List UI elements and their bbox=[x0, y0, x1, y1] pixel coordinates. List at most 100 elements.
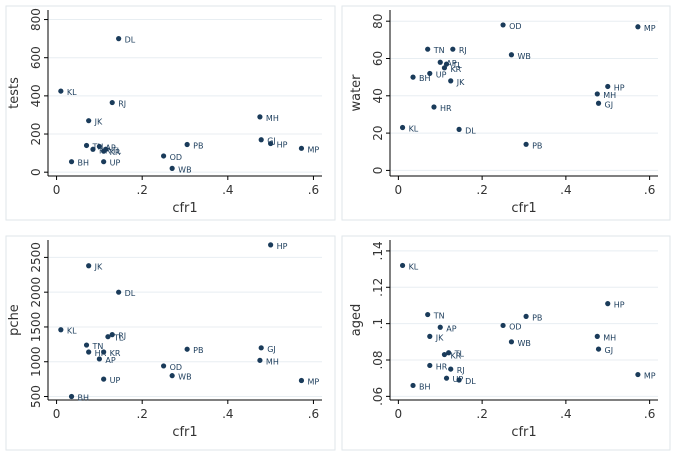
point-label-od: OD bbox=[170, 153, 182, 162]
data-point-up bbox=[101, 159, 107, 165]
data-point-up bbox=[427, 70, 433, 77]
plot-area bbox=[390, 10, 658, 176]
point-label-rj: RJ bbox=[459, 46, 467, 55]
y-tick-label: 1000 bbox=[29, 346, 43, 377]
point-label-tl: TL bbox=[454, 350, 465, 359]
data-point-bh bbox=[68, 393, 75, 400]
data-point-tn bbox=[83, 142, 90, 149]
x-axis-title: cfr1 bbox=[511, 425, 536, 440]
point-label-hr: HR bbox=[436, 362, 448, 371]
point-label-ap: AP bbox=[446, 59, 456, 68]
point-label-hp: HP bbox=[614, 83, 625, 92]
scatter-panel-tests: 02004006008000.2.4.6cfr1testsDLKLRJJKMHG… bbox=[5, 5, 336, 221]
data-point-bh bbox=[410, 382, 416, 389]
y-tick-label: 500 bbox=[29, 385, 43, 408]
x-tick-label: .4 bbox=[222, 407, 233, 421]
point-label-tn: TN bbox=[433, 312, 445, 321]
point-label-jk: JK bbox=[94, 118, 103, 127]
point-label-kr: KR bbox=[450, 352, 461, 361]
y-axis-title: tests bbox=[7, 77, 22, 109]
point-label-kl: KL bbox=[67, 88, 77, 97]
data-point-ap bbox=[437, 59, 443, 65]
x-tick-label: 0 bbox=[53, 407, 61, 421]
data-point-rj bbox=[450, 46, 456, 52]
data-point-pb bbox=[523, 313, 529, 319]
point-label-dl: DL bbox=[125, 36, 136, 45]
y-tick-label: 40 bbox=[371, 88, 385, 103]
point-label-bh: BH bbox=[419, 74, 431, 83]
data-point-od bbox=[160, 363, 167, 369]
x-tick-label: .6 bbox=[308, 407, 319, 421]
point-label-pb: PB bbox=[532, 141, 542, 150]
point-label-up: UP bbox=[110, 376, 121, 385]
point-label-pb: PB bbox=[193, 346, 203, 355]
data-point-hp bbox=[605, 83, 611, 90]
point-label-hr: HR bbox=[440, 104, 452, 113]
data-point-kl bbox=[399, 124, 406, 131]
data-point-dl bbox=[456, 126, 462, 132]
y-tick-label: 20 bbox=[371, 125, 385, 140]
point-label-dl: DL bbox=[125, 289, 136, 298]
data-point-wb bbox=[508, 52, 515, 58]
data-point-mp bbox=[635, 371, 641, 378]
data-point-mh bbox=[594, 91, 600, 97]
data-point-tn bbox=[425, 46, 431, 52]
point-label-gj: GJ bbox=[605, 346, 614, 355]
data-point-wb bbox=[508, 339, 515, 345]
point-label-ap: AP bbox=[446, 324, 456, 333]
data-point-mp bbox=[635, 24, 641, 30]
point-label-ap: AP bbox=[105, 356, 115, 365]
x-tick-label: 0 bbox=[395, 407, 403, 421]
point-label-rj: RJ bbox=[118, 100, 126, 109]
data-point-dl bbox=[116, 289, 122, 295]
point-label-tl: TL bbox=[113, 334, 124, 343]
point-label-up: UP bbox=[110, 159, 121, 168]
data-point-od bbox=[500, 22, 506, 28]
point-label-tl: TL bbox=[452, 61, 463, 70]
data-point-kl bbox=[399, 262, 406, 269]
y-tick-label: 1500 bbox=[29, 312, 43, 343]
x-axis-title: cfr1 bbox=[172, 201, 197, 216]
data-point-hr bbox=[427, 362, 433, 369]
y-tick-label: 2000 bbox=[29, 277, 43, 308]
data-point-jk bbox=[427, 333, 433, 339]
data-point-wb bbox=[169, 373, 175, 379]
point-label-up: UP bbox=[436, 70, 447, 79]
point-label-wb: WB bbox=[517, 339, 530, 348]
y-tick-label: 2500 bbox=[29, 242, 43, 273]
data-point-bh bbox=[68, 159, 75, 165]
point-label-bh: BH bbox=[419, 382, 431, 391]
x-tick-label: .4 bbox=[560, 407, 571, 421]
x-tick-label: .6 bbox=[308, 183, 319, 197]
data-point-mp bbox=[298, 377, 305, 384]
point-label-gj: GJ bbox=[267, 345, 276, 354]
point-label-kl: KL bbox=[409, 262, 419, 271]
point-label-mp: MP bbox=[307, 145, 319, 154]
data-point-rj bbox=[448, 366, 454, 372]
data-point-kr bbox=[441, 351, 448, 358]
plot-area bbox=[48, 10, 322, 176]
point-label-mp: MP bbox=[644, 24, 656, 33]
point-label-wb: WB bbox=[517, 52, 530, 61]
point-label-kr: KR bbox=[450, 65, 461, 74]
data-point-bh bbox=[410, 74, 416, 80]
point-label-hp: HP bbox=[277, 141, 288, 150]
point-label-kr: KR bbox=[110, 349, 121, 358]
y-tick-label: 600 bbox=[29, 46, 43, 69]
x-tick-label: .2 bbox=[476, 407, 487, 421]
point-label-dl: DL bbox=[465, 377, 476, 386]
point-label-dl: DL bbox=[465, 126, 476, 135]
y-tick-label: 0 bbox=[371, 167, 385, 175]
data-point-mh bbox=[257, 114, 263, 120]
data-point-gj bbox=[258, 137, 264, 143]
point-label-mh: MH bbox=[603, 333, 616, 342]
data-point-dl bbox=[456, 377, 462, 383]
data-point-up bbox=[443, 375, 450, 381]
data-point-od bbox=[500, 322, 506, 329]
point-label-hp: HP bbox=[277, 242, 288, 251]
data-point-jk bbox=[448, 78, 454, 84]
data-point-hp bbox=[605, 301, 611, 307]
data-point-tn bbox=[425, 311, 431, 318]
